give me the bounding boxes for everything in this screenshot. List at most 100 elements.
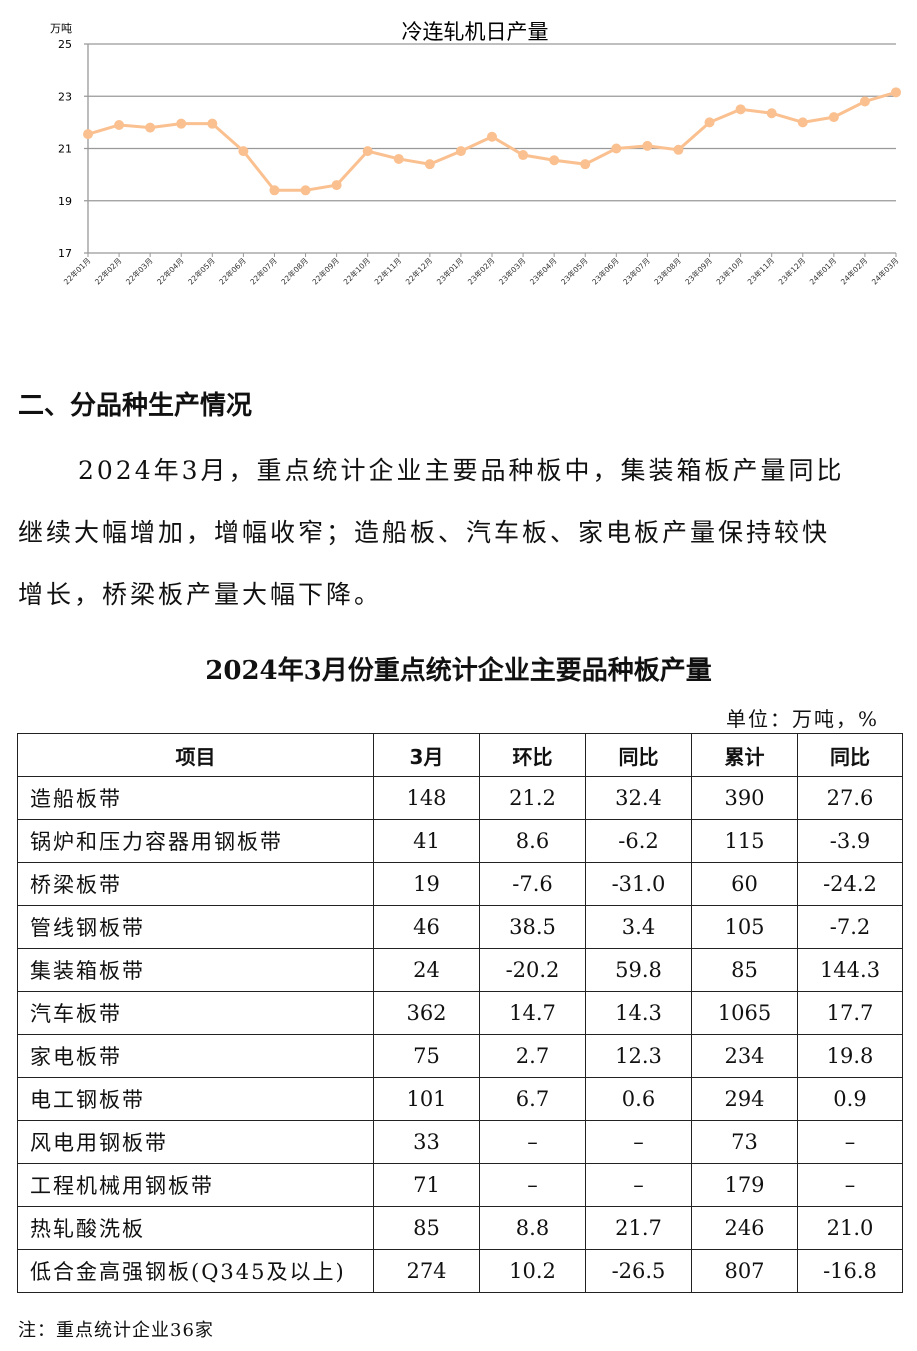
- x-tick-label: 22年02月: [92, 255, 123, 286]
- data-point: [455, 146, 466, 157]
- cell-value: –: [585, 1163, 692, 1207]
- row-label: 汽车板带: [17, 991, 374, 1035]
- cell-value: 14.7: [479, 991, 586, 1035]
- data-point: [580, 159, 591, 170]
- cell-value: 6.7: [479, 1077, 586, 1121]
- data-point: [735, 104, 746, 115]
- x-tick-label: 22年12月: [403, 255, 434, 286]
- data-point: [393, 153, 404, 164]
- column-header: 累计: [691, 733, 798, 777]
- table-row: 锅炉和压力容器用钢板带 41 8.6 -6.2 115 -3.9: [17, 819, 903, 863]
- cell-value: 362: [373, 991, 480, 1035]
- data-point: [859, 96, 870, 107]
- y-tick-label: 23: [58, 90, 72, 103]
- cell-value: 38.5: [479, 905, 586, 949]
- row-label: 家电板带: [17, 1034, 374, 1078]
- cell-value: 73: [691, 1120, 798, 1164]
- data-point: [176, 118, 187, 129]
- row-label: 集装箱板带: [17, 948, 374, 992]
- x-tick-label: 23年04月: [527, 255, 558, 286]
- data-point: [300, 185, 311, 196]
- cell-value: 8.8: [479, 1206, 586, 1250]
- paragraph-line: 2024年3月，重点统计企业主要品种板中，集装箱板产量同比: [78, 456, 845, 485]
- cell-value: 115: [691, 819, 798, 863]
- cell-value: 148: [373, 776, 480, 820]
- row-label: 电工钢板带: [17, 1077, 374, 1121]
- row-label: 桥梁板带: [17, 862, 374, 906]
- data-point: [362, 146, 373, 157]
- data-point: [704, 117, 715, 128]
- cell-value: -7.2: [797, 905, 903, 949]
- cell-value: 1065: [691, 991, 798, 1035]
- paragraph-line: 增长，桥梁板产量大幅下降。: [18, 580, 383, 609]
- cell-value: 8.6: [479, 819, 586, 863]
- table-row: 造船板带 148 21.2 32.4 390 27.6: [17, 776, 903, 820]
- table-row: 风电用钢板带 33– –73–: [17, 1120, 903, 1164]
- product-output-table: 项目 3月 环比 同比 累计 同比 造船板带 148 21.2 32.4 390 27.6 锅炉和压力…: [17, 733, 903, 1293]
- table-title: 2024年3月份重点统计企业主要品种板产量: [205, 656, 712, 686]
- cell-value: 24: [373, 948, 480, 992]
- cell-value: -24.2: [797, 862, 903, 906]
- cell-value: -3.9: [797, 819, 903, 863]
- y-tick-label: 21: [58, 143, 72, 156]
- y-tick-label: 17: [58, 247, 72, 260]
- cell-value: 0.6: [585, 1077, 692, 1121]
- chart-title: 冷连轧机日产量: [402, 20, 549, 44]
- cell-value: -6.2: [585, 819, 692, 863]
- cell-value: 32.4: [585, 776, 692, 820]
- data-point: [549, 155, 560, 166]
- cell-value: 21.2: [479, 776, 586, 820]
- cell-value: 246: [691, 1206, 798, 1250]
- table-row: 管线钢板带 46 38.5 3.4 105 -7.2: [17, 905, 903, 949]
- data-point: [518, 150, 529, 161]
- cell-value: 21.7: [585, 1206, 692, 1250]
- row-label: 造船板带: [17, 776, 374, 820]
- x-tick-label: 23年11月: [745, 255, 776, 286]
- section-heading: 二、分品种生产情况: [18, 391, 253, 421]
- row-label: 风电用钢板带: [17, 1120, 374, 1164]
- cell-value: 19.8: [797, 1034, 903, 1078]
- table-row: 桥梁板带 19 -7.6 -31.0 60 -24.2: [17, 862, 903, 906]
- cell-value: 21.0: [797, 1206, 903, 1250]
- data-point: [331, 180, 342, 191]
- x-tick-label: 23年08月: [652, 255, 683, 286]
- table-row: 热轧酸洗板 85 8.8 21.7 246 21.0: [17, 1206, 903, 1250]
- x-tick-label: 22年04月: [154, 255, 185, 286]
- column-header: 同比: [797, 733, 903, 777]
- paragraph-line: 继续大幅增加，增幅收窄；造船板、汽车板、家电板产量保持较快: [18, 518, 831, 547]
- x-tick-label: 22年09月: [310, 255, 341, 286]
- x-tick-label: 22年10月: [341, 255, 372, 286]
- column-header: 项目: [17, 733, 374, 777]
- data-point: [238, 146, 249, 157]
- x-tick-label: 22年03月: [123, 255, 154, 286]
- table-row: 集装箱板带 24 -20.2 59.8 85 144.3: [17, 948, 903, 992]
- section-paragraph: 2024年3月，重点统计企业主要品种板中，集装箱板产量同比 继续大幅增加，增幅收…: [18, 440, 898, 626]
- row-label: 热轧酸洗板: [17, 1206, 374, 1250]
- data-point: [487, 131, 497, 142]
- cell-value: 75: [373, 1034, 480, 1078]
- cell-value: 144.3: [797, 948, 903, 992]
- cell-value: 12.3: [585, 1034, 692, 1078]
- cell-value: 105: [691, 905, 798, 949]
- x-tick-label: 24年03月: [869, 255, 900, 286]
- cell-value: 179: [691, 1163, 798, 1207]
- cell-value: 33: [373, 1120, 480, 1164]
- cell-value: -7.6: [479, 862, 586, 906]
- cell-value: 0.9: [797, 1077, 903, 1121]
- cell-value: 85: [691, 948, 798, 992]
- cell-value: –: [479, 1120, 586, 1164]
- x-tick-label: 23年01月: [434, 255, 465, 286]
- data-point: [673, 144, 684, 155]
- x-tick-label: 24年01月: [807, 255, 838, 286]
- x-tick-label: 22年05月: [186, 255, 217, 286]
- table-row: 电工钢板带 101 6.7 0.6 294 0.9: [17, 1077, 903, 1121]
- cell-value: 46: [373, 905, 480, 949]
- data-point: [828, 112, 839, 123]
- y-tick-label: 25: [58, 38, 72, 51]
- table-unit: 单位：万吨，%: [725, 707, 879, 731]
- cell-value: 234: [691, 1034, 798, 1078]
- table-note: 注：重点统计企业36家: [18, 1320, 214, 1341]
- cell-value: 41: [373, 819, 480, 863]
- x-tick-label: 23年07月: [621, 255, 652, 286]
